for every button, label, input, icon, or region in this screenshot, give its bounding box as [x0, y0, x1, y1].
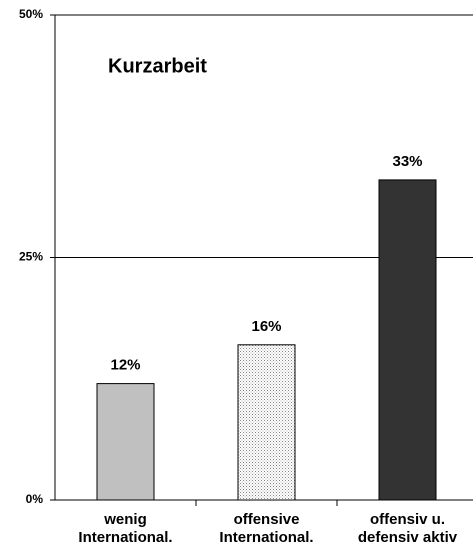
y-tick-label: 50%: [19, 7, 43, 21]
y-tick-label: 0%: [26, 492, 44, 506]
chart-title: Kurzarbeit: [108, 55, 207, 77]
x-tick-label: offensive International.: [219, 511, 314, 546]
y-tick-label: 25%: [19, 250, 43, 264]
value-label: 16%: [251, 318, 281, 335]
x-tick-label: offensiv u. defensiv aktiv: [357, 511, 458, 546]
x-tick-label: wenig International.: [78, 511, 173, 546]
value-label: 33%: [392, 153, 422, 170]
bar: [96, 383, 155, 501]
bar: [378, 179, 437, 501]
value-label: 12%: [110, 357, 140, 374]
bar: [237, 344, 296, 501]
